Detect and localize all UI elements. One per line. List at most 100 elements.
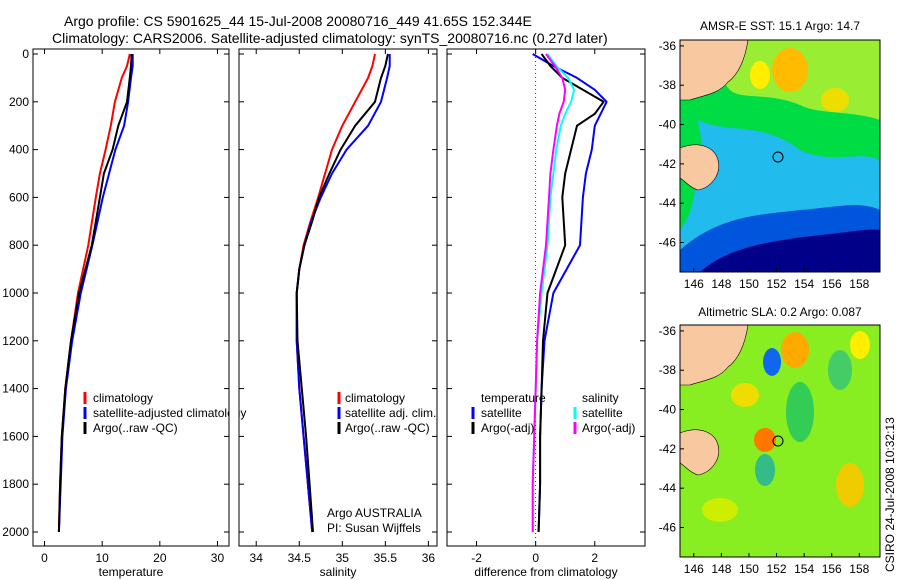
land-tasmania	[680, 429, 720, 476]
x-axis-label: temperature	[99, 565, 164, 579]
sst-warm-eddy	[750, 61, 770, 89]
y-tick-label: 1600	[2, 429, 29, 443]
map-y-tick-label: -38	[659, 363, 677, 377]
sla-negative-anomaly	[828, 350, 852, 390]
x-tick-label: 30	[211, 551, 225, 565]
argo-location-marker	[772, 151, 784, 163]
map-x-tick-label: 152	[767, 277, 787, 291]
sst-warm-eddy	[821, 88, 849, 112]
map-x-tick-label: 156	[822, 562, 842, 576]
legend-group-title: temperature	[481, 391, 546, 405]
x-tick-label: 0	[532, 551, 539, 565]
map-y-tick-label: -38	[659, 78, 677, 92]
legend-label: Argo(-adj)	[481, 421, 534, 435]
temperature-panel: 0 10 20 30 temperature 0 200 400 600 800 1000 1200 1…	[2, 47, 229, 579]
map-y-tick-label: -42	[659, 157, 677, 171]
sla-positive-anomaly	[850, 331, 870, 359]
map-x-tick-label: 152	[767, 562, 787, 576]
sla-positive-anomaly	[781, 332, 809, 368]
sst-map-title: AMSR-E SST: 15.1 Argo: 14.7	[700, 19, 860, 33]
y-tick-label: 200	[9, 95, 29, 109]
legend-group-title: salinity	[582, 391, 619, 405]
map-x-tick-label: 146	[684, 562, 704, 576]
sst-coldest-water	[700, 229, 880, 272]
map-y-tick-label: -40	[659, 118, 677, 132]
sla-map-title: Altimetric SLA: 0.2 Argo: 0.087	[698, 305, 862, 319]
map-y-tick-label: -40	[659, 403, 677, 417]
map-y-tick-label: -44	[659, 196, 677, 210]
salinity-legend: climatology satellite adj. clim. Argo(..…	[337, 391, 436, 435]
figure-title-line1: Argo profile: CS 5901625_44 15-Jul-2008 …	[64, 13, 532, 29]
legend-label: Argo(..raw -QC)	[93, 421, 178, 435]
map-y-tick-label: -36	[659, 324, 677, 338]
y-tick-label: 2000	[2, 525, 29, 539]
legend-label: satellite	[582, 406, 623, 420]
series-line-argo-raw-qc	[295, 53, 389, 533]
argo-location-marker	[772, 435, 784, 447]
legend-label: climatology	[93, 391, 153, 405]
x-tick-label: 35	[336, 551, 350, 565]
land-mainland	[680, 40, 749, 101]
figure-title-line2: Climatology: CARS2006. Satellite-adjuste…	[52, 30, 608, 46]
x-tick-label: 34.5	[288, 551, 312, 565]
map-y-tick-label: -44	[659, 481, 677, 495]
temperature-axes	[32, 48, 230, 547]
salinity-axes	[238, 48, 438, 547]
land-tasmania	[680, 144, 720, 191]
sla-negative-anomaly	[755, 454, 775, 486]
legend-label: Argo(-adj)	[582, 421, 635, 435]
credit-agency: Argo AUSTRALIA	[327, 506, 422, 520]
x-tick-label: -2	[471, 551, 482, 565]
legend-clip-mask	[229, 390, 239, 440]
sla-positive-anomaly	[731, 383, 759, 407]
sla-map-frame	[679, 324, 881, 558]
sla-positive-anomaly	[702, 498, 738, 522]
sst-map-frame	[679, 39, 881, 273]
sla-map	[680, 325, 880, 557]
temperature-legend: climatology satellite-adjusted climatolo…	[83, 391, 246, 435]
legend-label: satellite adj. clim.	[345, 406, 436, 420]
x-tick-label: 0	[41, 551, 48, 565]
map-y-tick-label: -42	[659, 442, 677, 456]
map-x-tick-label: 150	[739, 562, 759, 576]
legend-label: climatology	[345, 391, 405, 405]
y-tick-label: 400	[9, 143, 29, 157]
difference-axes	[446, 48, 646, 547]
map-x-tick-label: 156	[822, 277, 842, 291]
y-tick-label: 1000	[2, 286, 29, 300]
sla-positive-anomaly	[754, 428, 776, 452]
series-line-temperature-argo-adj	[537, 53, 605, 533]
map-x-tick-label: 158	[849, 562, 869, 576]
y-tick-label: 1200	[2, 334, 29, 348]
map-x-tick-label: 146	[684, 277, 704, 291]
credit-pi: PI: Susan Wijffels	[327, 521, 421, 535]
legend-label: Argo(..raw -QC)	[345, 421, 430, 435]
sla-map-ticks: 146 148 150 152 154 156 158 -36 -38 -40 -42 -44 -46	[659, 324, 870, 576]
sst-map	[680, 40, 880, 272]
sla-negative-anomaly	[786, 382, 814, 442]
x-tick-label: 20	[153, 551, 167, 565]
map-x-tick-label: 150	[739, 277, 759, 291]
sst-map-ticks: 146 148 150 152 154 156 158 -36 -38 -40 -42 -44 -46	[659, 39, 870, 291]
map-x-tick-label: 154	[794, 277, 814, 291]
x-tick-label: 36	[422, 551, 436, 565]
map-x-tick-label: 148	[711, 277, 731, 291]
x-tick-label: 2	[591, 551, 598, 565]
x-axis-label: salinity	[320, 565, 357, 579]
series-line-argo-raw-qc	[57, 53, 133, 533]
x-tick-label: 34	[250, 551, 264, 565]
map-x-tick-label: 148	[711, 562, 731, 576]
y-tick-label: 800	[9, 238, 29, 252]
map-y-tick-label: -36	[659, 39, 677, 53]
footer-stamp: CSIRO 24-Jul-2008 10:32:13	[883, 417, 897, 572]
sla-positive-anomaly	[836, 463, 864, 507]
y-tick-label: 1800	[2, 477, 29, 491]
x-tick-label: 10	[95, 551, 109, 565]
map-x-tick-label: 158	[849, 277, 869, 291]
sst-warm-eddy	[772, 48, 808, 92]
series-line-salinity-argo-adj	[531, 53, 567, 532]
sla-negative-anomaly	[763, 348, 781, 376]
x-tick-label: 35.5	[374, 551, 398, 565]
y-tick-label: 0	[22, 47, 29, 61]
